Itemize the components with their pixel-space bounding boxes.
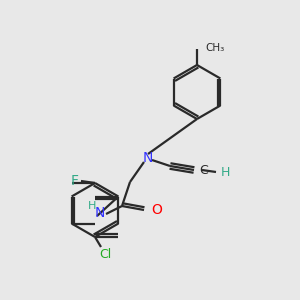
Text: H: H	[221, 166, 230, 178]
Text: CH₃: CH₃	[205, 43, 224, 53]
Text: O: O	[151, 203, 162, 217]
Text: C: C	[199, 164, 208, 176]
Text: N: N	[95, 206, 105, 220]
Text: H: H	[88, 201, 96, 211]
Text: Cl: Cl	[99, 248, 111, 262]
Text: N: N	[143, 151, 153, 165]
Text: F: F	[71, 174, 79, 188]
